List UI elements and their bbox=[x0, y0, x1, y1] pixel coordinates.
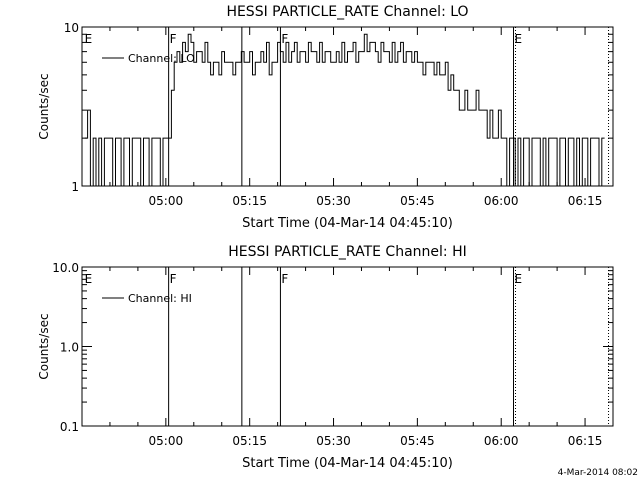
chart-title-lo: HESSI PARTICLE_RATE Channel: LO bbox=[226, 4, 468, 20]
event-label: E bbox=[85, 32, 93, 46]
y-tick-label-hi: 10.0 bbox=[52, 261, 79, 275]
series-line-lo bbox=[84, 33, 605, 187]
legend-label-lo: Channel: LO bbox=[128, 52, 195, 65]
y-tick-label-lo: 10 bbox=[64, 21, 79, 35]
x-axis-label-hi: Start Time (04-Mar-14 04:45:10) bbox=[242, 456, 453, 471]
y-axis-label-hi: Counts/sec bbox=[37, 313, 51, 379]
plot-panel-lo: HESSI PARTICLE_RATE Channel: LO Start Ti… bbox=[37, 4, 614, 231]
x-axis-label-lo: Start Time (04-Mar-14 04:45:10) bbox=[242, 216, 453, 231]
y-tick-label-hi: 0.1 bbox=[60, 420, 79, 434]
x-tick-label-hi: 05:15 bbox=[232, 434, 267, 448]
event-label: E bbox=[515, 32, 523, 46]
event-label: E bbox=[515, 272, 523, 286]
x-tick-label-hi: 06:15 bbox=[568, 434, 603, 448]
x-tick-label-hi: 06:00 bbox=[484, 434, 519, 448]
event-label: F bbox=[281, 272, 288, 286]
x-tick-label-lo: 05:00 bbox=[149, 194, 184, 208]
plot-panel-hi: HESSI PARTICLE_RATE Channel: HI Start Ti… bbox=[37, 244, 614, 471]
x-tick-label-hi: 05:30 bbox=[316, 434, 351, 448]
y-tick-label-lo: 1 bbox=[71, 180, 79, 194]
chart-title-hi: HESSI PARTICLE_RATE Channel: HI bbox=[228, 244, 466, 260]
plot-frame-hi bbox=[81, 266, 614, 427]
x-tick-label-lo: 06:15 bbox=[568, 194, 603, 208]
y-tick-label-hi: 1.0 bbox=[60, 341, 79, 355]
x-tick-label-lo: 06:00 bbox=[484, 194, 519, 208]
event-label: F bbox=[170, 272, 177, 286]
x-tick-label-lo: 05:15 bbox=[232, 194, 267, 208]
plot-frame-lo bbox=[81, 26, 614, 187]
x-tick-label-lo: 05:30 bbox=[316, 194, 351, 208]
y-axis-label-lo: Counts/sec bbox=[37, 73, 51, 139]
event-label: E bbox=[85, 272, 93, 286]
legend-label-hi: Channel: HI bbox=[128, 292, 192, 305]
footer-timestamp: 4-Mar-2014 08:02 bbox=[558, 468, 638, 478]
x-tick-label-lo: 05:45 bbox=[400, 194, 435, 208]
event-label: F bbox=[170, 32, 177, 46]
x-tick-label-hi: 05:45 bbox=[400, 434, 435, 448]
event-label: F bbox=[281, 32, 288, 46]
x-tick-label-hi: 05:00 bbox=[149, 434, 184, 448]
